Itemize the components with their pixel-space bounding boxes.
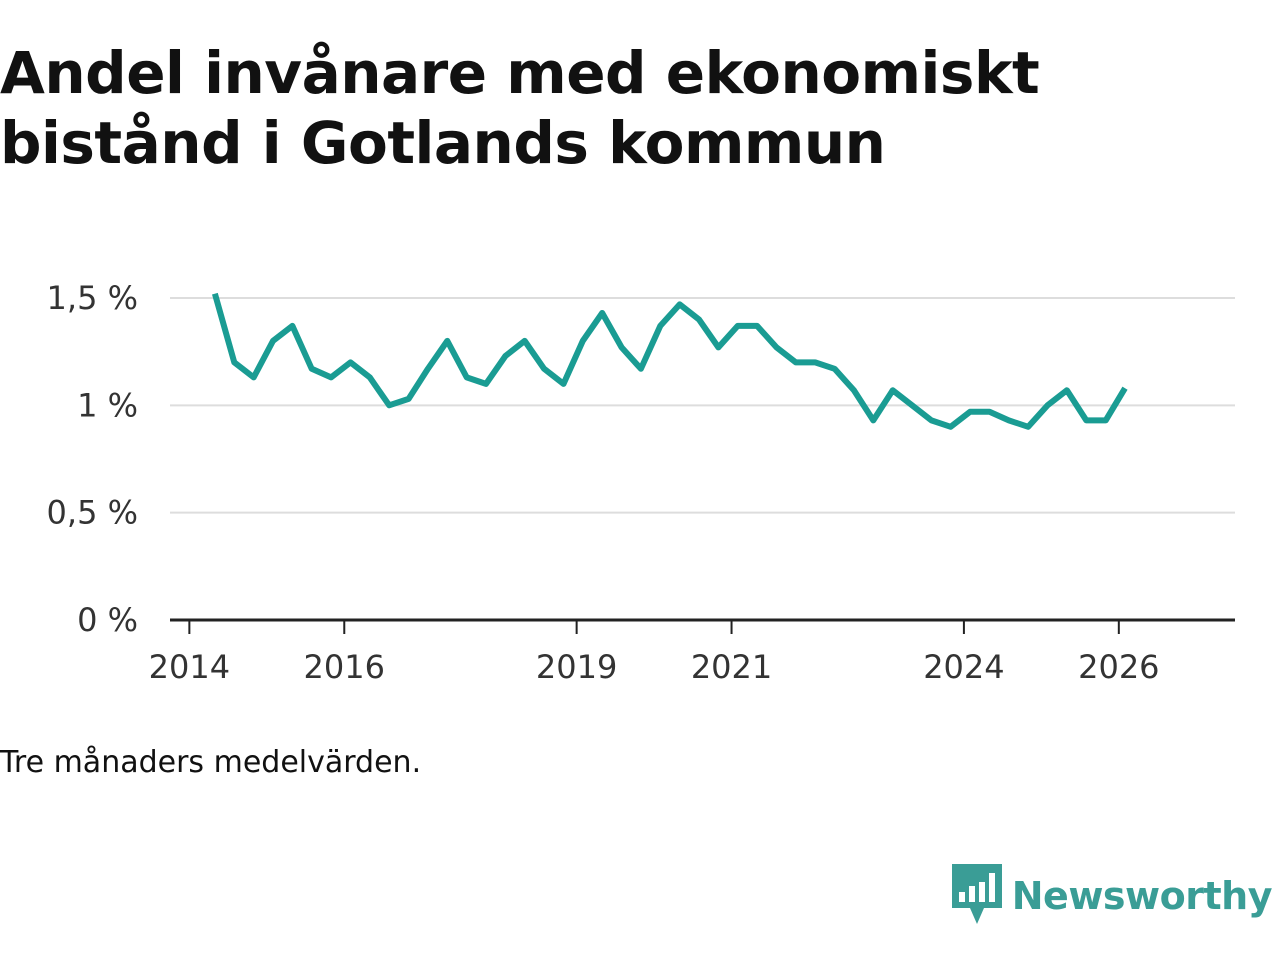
- series-line: [212, 292, 1128, 430]
- x-axis-ticks: 2014 2016 2019 2021 2024 2026: [149, 620, 1160, 686]
- brand-name: Newsworthy: [1011, 874, 1273, 918]
- x-tick-label: 2019: [536, 648, 617, 686]
- gridlines: [170, 297, 1235, 514]
- x-tick-label: 2014: [149, 648, 230, 686]
- y-tick-label: 1,5 %: [47, 279, 138, 317]
- y-tick-label: 0 %: [77, 601, 138, 639]
- series-layer: [212, 292, 1128, 430]
- chart-caption: Tre månaders medelvärden.: [0, 745, 422, 780]
- newsworthy-icon: [951, 864, 1002, 928]
- x-tick-label: 2016: [304, 648, 385, 686]
- y-tick-label: 0,5 %: [47, 494, 138, 532]
- x-tick-label: 2024: [923, 648, 1004, 686]
- brand-logo: Newsworthy: [951, 864, 1273, 928]
- chart-title: Andel invånare med ekonomiskt bistånd i …: [0, 39, 1040, 177]
- x-tick-label: 2026: [1078, 648, 1159, 686]
- y-axis-labels: 0 % 0,5 % 1 % 1,5 %: [47, 279, 138, 639]
- line-chart: 0 % 0,5 % 1 % 1,5 % 2014 2016 2019 2021 2024 202…: [47, 279, 1235, 686]
- y-tick-label: 1 %: [77, 386, 138, 424]
- x-tick-label: 2021: [691, 648, 772, 686]
